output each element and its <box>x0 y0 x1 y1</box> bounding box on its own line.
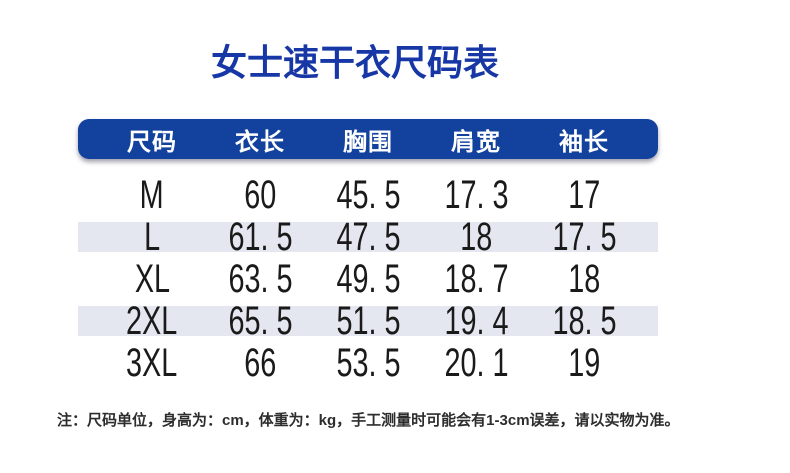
cell-text: 47. 5 <box>335 215 401 259</box>
cell-text: 63. 5 <box>227 257 293 301</box>
size-label: XL <box>98 259 206 299</box>
cell-text: 20. 1 <box>443 341 509 385</box>
size-label: 2XL <box>98 301 206 341</box>
cell-text: 18. 5 <box>551 299 617 343</box>
cell-text: 60 <box>243 173 277 217</box>
chest-value: 53. 5 <box>314 343 422 383</box>
length-value: 66 <box>206 343 314 383</box>
cell-text: XL <box>134 257 170 301</box>
cell-text: 19 <box>567 341 601 385</box>
cell-text: 66 <box>243 341 277 385</box>
length-value: 60 <box>206 175 314 215</box>
shoulder-value: 17. 3 <box>422 175 530 215</box>
cell-text: 17. 3 <box>443 173 509 217</box>
cell-text: 49. 5 <box>335 257 401 301</box>
length-value: 61. 5 <box>206 217 314 257</box>
sleeve-value: 19 <box>530 343 638 383</box>
cell-text: 45. 5 <box>335 173 401 217</box>
chest-value: 45. 5 <box>314 175 422 215</box>
chest-value: 49. 5 <box>314 259 422 299</box>
column-header-size: 尺码 <box>127 128 177 156</box>
cell-text: 65. 5 <box>227 299 293 343</box>
column-header-chest: 胸围 <box>343 128 393 156</box>
column-header-sleeve: 袖长 <box>559 128 609 156</box>
sleeve-value: 18 <box>530 259 638 299</box>
table-row-l: L 61. 5 47. 5 18 17. 5 <box>78 216 658 258</box>
table-row-2xl: 2XL 65. 5 51. 5 19. 4 18. 5 <box>78 300 658 342</box>
page-title: 女士速干衣尺码表 <box>210 42 499 83</box>
sleeve-value: 17 <box>530 175 638 215</box>
cell-text: 18. 7 <box>443 257 509 301</box>
cell-text: 18 <box>459 215 493 259</box>
shoulder-value: 18 <box>422 217 530 257</box>
cell-text: 2XL <box>126 299 178 343</box>
cell-text: 17. 5 <box>551 215 617 259</box>
table-header-row: 尺码 衣长 胸围 肩宽 袖长 <box>78 119 658 159</box>
length-value: 63. 5 <box>206 259 314 299</box>
cell-text: 3XL <box>126 341 178 385</box>
cell-text: 51. 5 <box>335 299 401 343</box>
sleeve-value: 17. 5 <box>530 217 638 257</box>
chest-value: 47. 5 <box>314 217 422 257</box>
cell-text: L <box>143 215 161 259</box>
table-row-xl: XL 63. 5 49. 5 18. 7 18 <box>78 258 658 300</box>
size-table-body: M 60 45. 5 17. 3 17 L 61. 5 47. 5 18 17.… <box>78 174 658 384</box>
chest-value: 51. 5 <box>314 301 422 341</box>
shoulder-value: 20. 1 <box>422 343 530 383</box>
table-row-m: M 60 45. 5 17. 3 17 <box>78 174 658 216</box>
cell-text: 53. 5 <box>335 341 401 385</box>
footnote: 注：尺码单位，身高为：cm，体重为：kg，手工测量时可能会有1-3cm误差，请以… <box>57 412 680 429</box>
cell-text: 19. 4 <box>443 299 509 343</box>
size-label: L <box>98 217 206 257</box>
shoulder-value: 19. 4 <box>422 301 530 341</box>
cell-text: 61. 5 <box>227 215 293 259</box>
cell-text: 18 <box>567 257 601 301</box>
sleeve-value: 18. 5 <box>530 301 638 341</box>
cell-text: 17 <box>567 173 601 217</box>
shoulder-value: 18. 7 <box>422 259 530 299</box>
size-label: 3XL <box>98 343 206 383</box>
length-value: 65. 5 <box>206 301 314 341</box>
cell-text: M <box>139 173 164 217</box>
size-label: M <box>98 175 206 215</box>
column-header-shoulder: 肩宽 <box>451 128 501 156</box>
table-row-3xl: 3XL 66 53. 5 20. 1 19 <box>78 342 658 384</box>
column-header-length: 衣长 <box>235 128 285 156</box>
